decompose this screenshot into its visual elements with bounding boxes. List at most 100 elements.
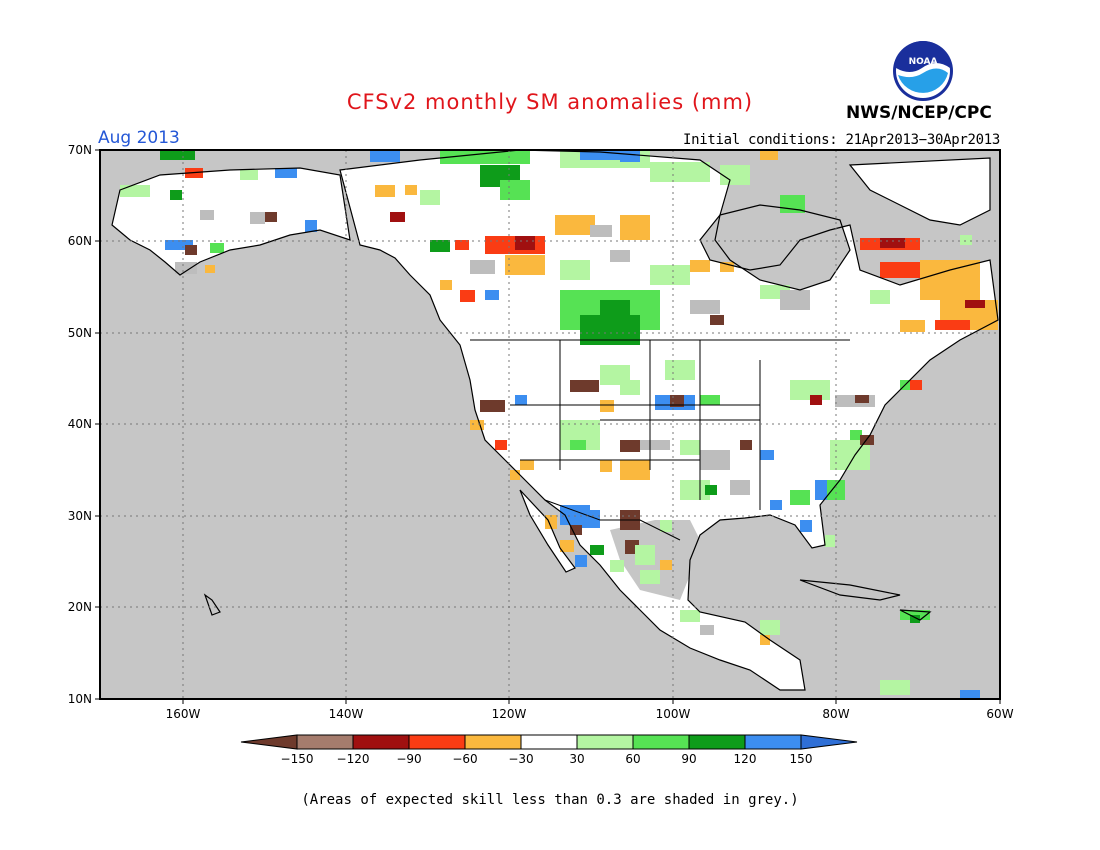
anomaly-cell [635, 545, 655, 565]
anomaly-cell [570, 525, 582, 535]
chart-title: CFSv2 monthly SM anomalies (mm) [346, 90, 754, 114]
anomaly-cell [800, 520, 812, 532]
anomaly-cell [555, 215, 595, 235]
anomaly-cell [720, 262, 734, 272]
anomaly-cell [760, 620, 780, 635]
colorbar-tick-label: 120 [733, 752, 757, 766]
anomaly-cell [650, 162, 710, 182]
colorbar-tick-label: −120 [336, 752, 370, 766]
colorbar-swatch [576, 734, 634, 750]
anomaly-cell [700, 625, 714, 635]
anomaly-cell [920, 260, 980, 300]
anomaly-cell [460, 290, 475, 302]
anomaly-cell [825, 535, 835, 547]
anomaly-cell [585, 380, 599, 392]
colorbar-swatch [688, 734, 746, 750]
lon-label-60w: 60W [986, 707, 1014, 721]
anomaly-cell [590, 225, 612, 237]
lat-label-60n: 60N [67, 234, 92, 248]
lon-label-100w: 100W [655, 707, 691, 721]
anomaly-cell [700, 395, 720, 405]
anomaly-cell [370, 150, 400, 162]
anomaly-cell [780, 290, 810, 310]
anomaly-cell [965, 300, 985, 308]
anomaly-cell [495, 440, 507, 450]
anomaly-cell [275, 168, 297, 178]
gridlines [100, 150, 1000, 699]
anomaly-cell [660, 560, 672, 570]
anomaly-cell [185, 245, 197, 255]
footnote: (Areas of expected skill less than 0.3 a… [301, 792, 799, 808]
anomaly-cell [560, 260, 590, 280]
colorbar-tick-label: −90 [396, 752, 422, 766]
anomaly-cell [560, 540, 574, 552]
anomaly-cell [880, 262, 920, 278]
anomaly-cell [600, 300, 630, 320]
anomaly-cell [600, 460, 612, 472]
noaa-logo: NOAA [893, 41, 953, 101]
anomaly-cell [770, 500, 782, 510]
anomaly-cell [855, 395, 869, 403]
colorbar-tick-label: 30 [569, 752, 585, 766]
colorbar-tick-label: 150 [789, 752, 813, 766]
anomaly-cell [210, 243, 224, 253]
anomaly-cell [455, 240, 469, 250]
anomaly-cell [850, 430, 862, 440]
colorbar-swatch [520, 734, 578, 750]
colorbar-arrow-high [800, 734, 858, 750]
anomaly-cell [590, 545, 604, 555]
hudson-bay [715, 205, 850, 290]
anomaly-cell [390, 212, 405, 222]
anomaly-cell [545, 515, 557, 529]
anomaly-cell [610, 560, 624, 572]
anomaly-cell [170, 190, 182, 200]
colorbar-swatch [408, 734, 466, 750]
anomaly-cell [810, 395, 822, 405]
anomaly-cell [680, 480, 710, 500]
anomaly-cell [640, 440, 670, 450]
anomaly-cell [250, 212, 265, 224]
anomaly-cell [420, 190, 440, 205]
initial-conditions: Initial conditions: 21Apr2013−30Apr2013 [682, 132, 1000, 148]
anomaly-cell [705, 485, 717, 495]
anomaly-cell [650, 265, 690, 285]
colorbar-swatch [464, 734, 522, 750]
anomaly-cell [880, 680, 910, 695]
anomaly-cell [120, 185, 150, 197]
anomaly-cell [630, 470, 644, 480]
anomaly-cell [935, 320, 970, 330]
noaa-logo-text: NOAA [909, 57, 938, 67]
colorbar-tick-label: 60 [625, 752, 641, 766]
agency-label: NWS/NCEP/CPC [846, 103, 992, 123]
anomaly-cell [440, 150, 530, 164]
anomaly-cell [680, 440, 700, 455]
anomaly-cell [470, 260, 495, 274]
anomaly-cell [240, 170, 258, 180]
anomaly-cell [880, 238, 905, 248]
anomaly-cell [620, 215, 650, 240]
anomaly-cell [610, 250, 630, 262]
anomaly-cell [510, 470, 520, 480]
anomaly-cell [790, 490, 810, 505]
lon-label-80w: 80W [822, 707, 850, 721]
anomaly-cell [580, 150, 620, 160]
colorbar-tick-label: −150 [280, 752, 314, 766]
anomaly-cell [175, 262, 197, 274]
anomaly-cell [910, 615, 920, 623]
boundaries [470, 339, 850, 541]
anomaly-cell [760, 150, 778, 160]
anomaly-cell [960, 690, 980, 698]
anomaly-cell [265, 212, 277, 222]
anomaly-cell [405, 185, 417, 195]
lon-label-140w: 140W [328, 707, 364, 721]
anomaly-cell [760, 450, 774, 460]
lat-label-20n: 20N [67, 600, 92, 614]
anomaly-cell [910, 380, 922, 390]
anomaly-cell [620, 380, 640, 395]
colorbar-swatch [296, 734, 354, 750]
anomaly-cell [710, 315, 724, 325]
lat-label-10n: 10N [67, 692, 92, 706]
anomaly-cell [305, 220, 317, 232]
anomaly-cell [760, 635, 770, 645]
